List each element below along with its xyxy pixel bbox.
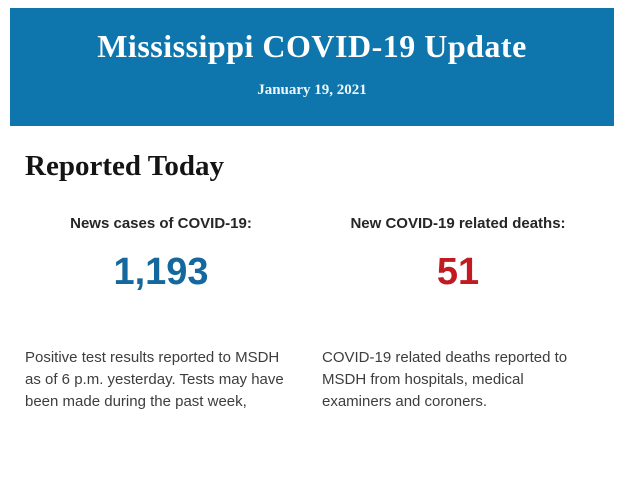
stat-column-new-cases: News cases of COVID-19: 1,193 Positive t… xyxy=(25,214,297,413)
report-section: Reported Today News cases of COVID-19: 1… xyxy=(25,126,595,413)
deaths-label: New COVID-19 related deaths: xyxy=(350,215,566,232)
section-heading: Reported Today xyxy=(25,150,225,182)
deaths-description: COVID-19 related deaths reported to MSDH… xyxy=(322,349,568,410)
new-cases-description: Positive test results reported to MSDH a… xyxy=(25,349,284,410)
report-date: January 19, 2021 xyxy=(257,82,367,98)
stats-columns: News cases of COVID-19: 1,193 Positive t… xyxy=(25,214,595,413)
stat-column-deaths: New COVID-19 related deaths: 51 COVID-19… xyxy=(322,214,594,413)
new-cases-value: 1,193 xyxy=(113,251,209,293)
header-banner: Mississippi COVID-19 Update January 19, … xyxy=(10,8,614,126)
deaths-value: 51 xyxy=(436,251,480,293)
page-title: Mississippi COVID-19 Update xyxy=(97,28,527,64)
new-cases-label: News cases of COVID-19: xyxy=(70,215,252,232)
